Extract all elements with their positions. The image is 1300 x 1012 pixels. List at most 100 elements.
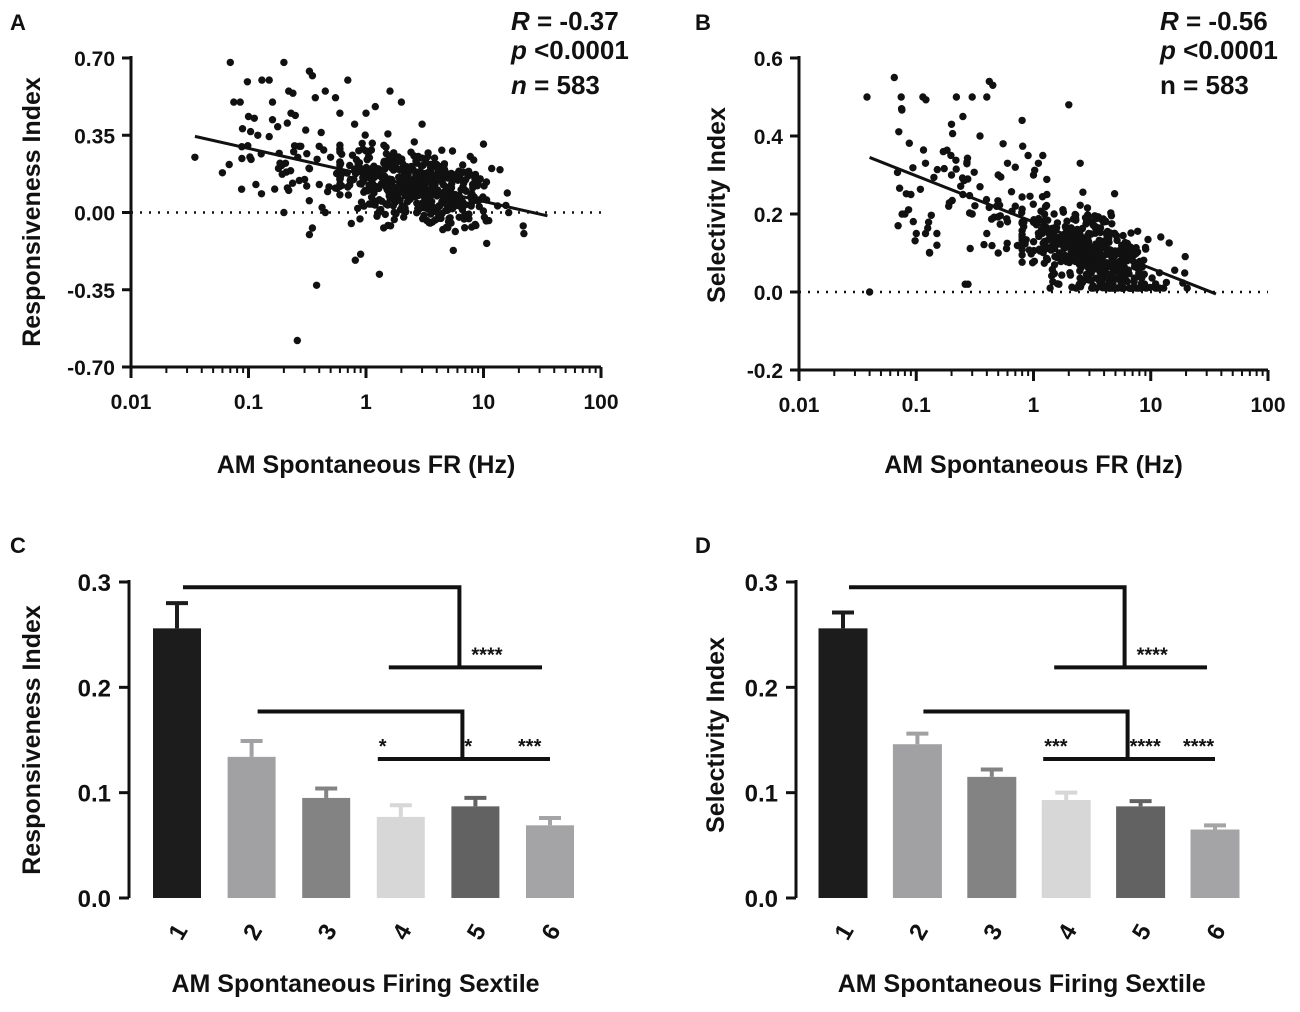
significance-label: * bbox=[379, 736, 387, 758]
data-point bbox=[1018, 258, 1026, 266]
data-point bbox=[354, 204, 362, 213]
data-point bbox=[252, 180, 260, 189]
data-point bbox=[925, 248, 934, 257]
data-point bbox=[1181, 269, 1189, 277]
data-point bbox=[375, 196, 383, 204]
bar-sextile-6 bbox=[1190, 829, 1240, 898]
data-point bbox=[1007, 188, 1016, 196]
stat-p: p <0.0001 bbox=[510, 35, 629, 65]
y-tick-label: 0.1 bbox=[745, 781, 778, 808]
data-point bbox=[313, 155, 321, 163]
data-point bbox=[416, 174, 424, 183]
data-point bbox=[1011, 163, 1019, 171]
data-point bbox=[947, 151, 955, 160]
data-point bbox=[1067, 247, 1075, 256]
data-point bbox=[368, 168, 377, 177]
data-point bbox=[994, 213, 1002, 221]
data-point bbox=[360, 202, 368, 210]
data-point bbox=[243, 78, 252, 86]
data-point bbox=[380, 157, 388, 165]
data-point bbox=[968, 93, 976, 101]
data-point bbox=[427, 197, 435, 205]
panel-a: A 0.70 0.35 0.00 -0.35 -0.70 0.01 0.1 1 10 100 R = … bbox=[10, 6, 629, 479]
data-point bbox=[505, 208, 513, 217]
data-point bbox=[455, 213, 463, 221]
x-tick-label: 100 bbox=[1250, 394, 1285, 417]
data-point bbox=[225, 160, 233, 169]
data-point bbox=[1085, 247, 1093, 256]
data-point bbox=[312, 281, 321, 289]
x-axis-label: AM Spontaneous Firing Sextile bbox=[171, 970, 539, 998]
data-point bbox=[1050, 261, 1059, 269]
data-point bbox=[1013, 241, 1022, 250]
data-point bbox=[351, 256, 359, 264]
bar-sextile-1 bbox=[153, 628, 201, 898]
data-point bbox=[1003, 215, 1011, 223]
bar-sextile-3 bbox=[302, 797, 351, 898]
data-point bbox=[383, 201, 392, 209]
y-tick-label: 0.0 bbox=[78, 886, 111, 913]
data-point bbox=[1051, 252, 1059, 261]
data-point bbox=[362, 147, 370, 155]
panel-letter: D bbox=[695, 533, 711, 558]
data-point bbox=[320, 146, 328, 154]
data-point bbox=[1110, 190, 1119, 198]
data-point bbox=[278, 170, 286, 178]
x-tick-label: 100 bbox=[583, 391, 618, 414]
data-point bbox=[371, 102, 379, 111]
data-point bbox=[400, 203, 408, 212]
panel-c: C0.00.10.20.31 2 3 4 5 6***** * ***AM Spontaneo… bbox=[10, 533, 574, 998]
data-point bbox=[430, 154, 439, 162]
data-point bbox=[451, 227, 459, 236]
data-point bbox=[1121, 274, 1129, 282]
y-tick-label: 0.2 bbox=[745, 675, 778, 702]
data-point bbox=[374, 167, 383, 176]
data-point bbox=[429, 203, 437, 211]
data-point bbox=[1050, 210, 1058, 218]
data-point bbox=[1075, 227, 1083, 236]
data-point bbox=[966, 244, 974, 253]
data-point bbox=[1134, 227, 1142, 235]
data-point bbox=[1064, 241, 1073, 249]
data-point bbox=[1018, 208, 1026, 217]
significance-label: *** bbox=[1044, 736, 1068, 758]
data-point bbox=[909, 217, 917, 226]
data-point bbox=[308, 224, 317, 232]
data-point bbox=[305, 230, 314, 239]
data-point bbox=[407, 148, 415, 156]
data-point bbox=[449, 246, 457, 255]
bar-sextile-1 bbox=[818, 628, 868, 898]
data-point bbox=[1107, 209, 1115, 217]
data-point bbox=[459, 161, 467, 169]
data-point bbox=[976, 183, 984, 191]
stat-n-value: = 583 bbox=[534, 70, 600, 100]
data-point bbox=[344, 183, 352, 191]
data-point bbox=[940, 164, 948, 173]
y-tick-label: 0.4 bbox=[754, 126, 784, 149]
stat-p-value: <0.0001 bbox=[534, 35, 629, 65]
data-point bbox=[952, 165, 960, 173]
data-point bbox=[336, 160, 345, 168]
data-point bbox=[1062, 224, 1070, 232]
data-point bbox=[1065, 258, 1074, 266]
data-point bbox=[286, 167, 295, 175]
data-points bbox=[191, 58, 528, 345]
data-point bbox=[933, 165, 941, 174]
data-point bbox=[344, 76, 352, 84]
data-point bbox=[1063, 217, 1071, 225]
x-tick-label: 0.1 bbox=[234, 391, 264, 414]
y-tick-label: -0.70 bbox=[67, 357, 115, 380]
data-point bbox=[311, 94, 319, 102]
data-point bbox=[895, 184, 904, 192]
data-point bbox=[945, 202, 953, 210]
data-point bbox=[395, 173, 403, 181]
data-point bbox=[1127, 229, 1135, 237]
data-point bbox=[258, 76, 266, 84]
data-point bbox=[355, 147, 363, 155]
data-point bbox=[318, 203, 326, 212]
data-point bbox=[1071, 210, 1079, 219]
data-point bbox=[1031, 166, 1039, 174]
data-point bbox=[238, 125, 247, 133]
data-point bbox=[331, 94, 340, 102]
stat-n-symbol: n bbox=[511, 70, 534, 100]
